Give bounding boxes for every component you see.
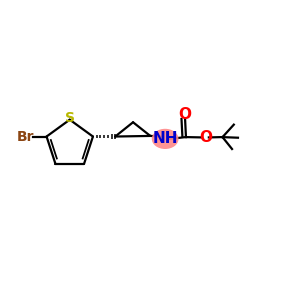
Ellipse shape <box>152 129 178 149</box>
Text: S: S <box>65 111 75 125</box>
Text: NH: NH <box>152 131 178 146</box>
Text: Br: Br <box>17 130 34 143</box>
Text: O: O <box>199 130 212 145</box>
Text: O: O <box>178 107 192 122</box>
